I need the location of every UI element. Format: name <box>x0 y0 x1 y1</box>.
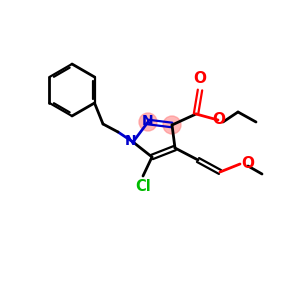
Text: N: N <box>125 134 137 148</box>
Text: O: O <box>241 157 254 172</box>
Text: O: O <box>194 71 206 86</box>
Circle shape <box>163 116 181 134</box>
Circle shape <box>139 113 157 131</box>
Text: O: O <box>212 112 226 127</box>
Text: Cl: Cl <box>135 179 151 194</box>
Text: N: N <box>142 114 154 128</box>
